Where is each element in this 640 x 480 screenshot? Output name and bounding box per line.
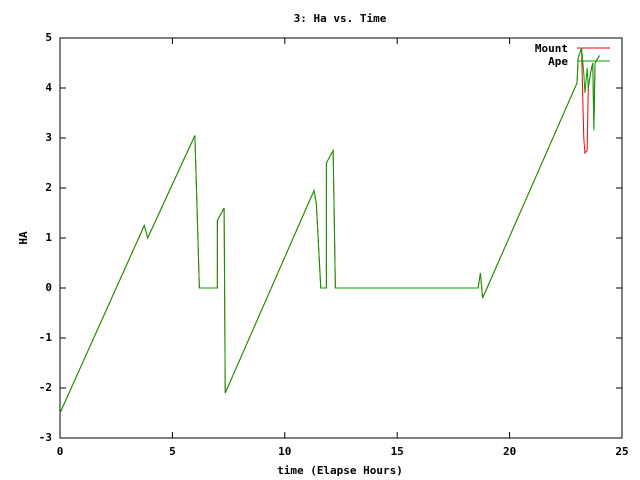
- y-tick-label: -2: [39, 381, 52, 394]
- series-line: [59, 47, 600, 414]
- y-tick-label: 5: [45, 31, 52, 44]
- series-line: [59, 47, 600, 414]
- plot-frame: [59, 37, 623, 439]
- chart-title: 3: Ha vs. Time: [294, 12, 387, 25]
- x-tick-label: 10: [278, 445, 291, 458]
- x-tick-label: 25: [615, 445, 628, 458]
- y-tick-label: 2: [45, 181, 52, 194]
- y-tick-label: -3: [39, 431, 52, 444]
- x-tick-label: 0: [57, 445, 64, 458]
- x-tick-label: 15: [391, 445, 404, 458]
- x-tick-label: 20: [503, 445, 516, 458]
- y-tick-label: 4: [45, 81, 52, 94]
- y-axis-label: HA: [17, 231, 30, 245]
- y-tick-label: 1: [45, 231, 52, 244]
- y-tick-label: 3: [45, 131, 52, 144]
- x-tick-label: 5: [169, 445, 176, 458]
- y-tick-label: 0: [45, 281, 52, 294]
- y-tick-label: -1: [39, 331, 53, 344]
- x-axis-label: time (Elapse Hours): [277, 464, 403, 477]
- legend-label: Ape: [548, 55, 568, 68]
- legend-label: Mount: [535, 42, 568, 55]
